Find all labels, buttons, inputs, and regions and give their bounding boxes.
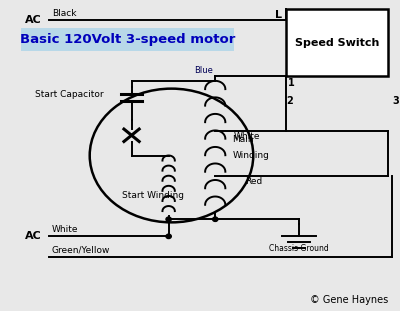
Text: Start Winding: Start Winding — [122, 192, 184, 200]
Text: Basic 120Volt 3-speed motor: Basic 120Volt 3-speed motor — [20, 33, 236, 46]
FancyBboxPatch shape — [286, 9, 388, 76]
Text: Winding: Winding — [232, 151, 269, 160]
Text: © Gene Haynes: © Gene Haynes — [310, 295, 388, 305]
FancyBboxPatch shape — [21, 28, 234, 51]
Text: Start Capacitor: Start Capacitor — [34, 90, 103, 99]
Text: 2: 2 — [286, 96, 293, 106]
Text: Speed Switch: Speed Switch — [295, 38, 379, 48]
Text: White: White — [233, 132, 260, 141]
Text: Blue: Blue — [194, 66, 213, 75]
Circle shape — [212, 217, 218, 221]
Circle shape — [166, 217, 171, 221]
Text: 3: 3 — [392, 96, 399, 106]
Text: AC: AC — [25, 231, 42, 241]
Text: 1: 1 — [288, 78, 295, 88]
Circle shape — [166, 234, 171, 239]
Text: Chassis Ground: Chassis Ground — [269, 244, 329, 253]
Text: Black: Black — [52, 9, 76, 18]
Text: AC: AC — [25, 15, 42, 25]
Text: White: White — [52, 225, 78, 234]
Text: Green/Yellow: Green/Yellow — [52, 245, 110, 254]
Text: L: L — [275, 10, 282, 20]
Text: Main: Main — [232, 136, 254, 144]
Text: Red: Red — [246, 177, 263, 186]
